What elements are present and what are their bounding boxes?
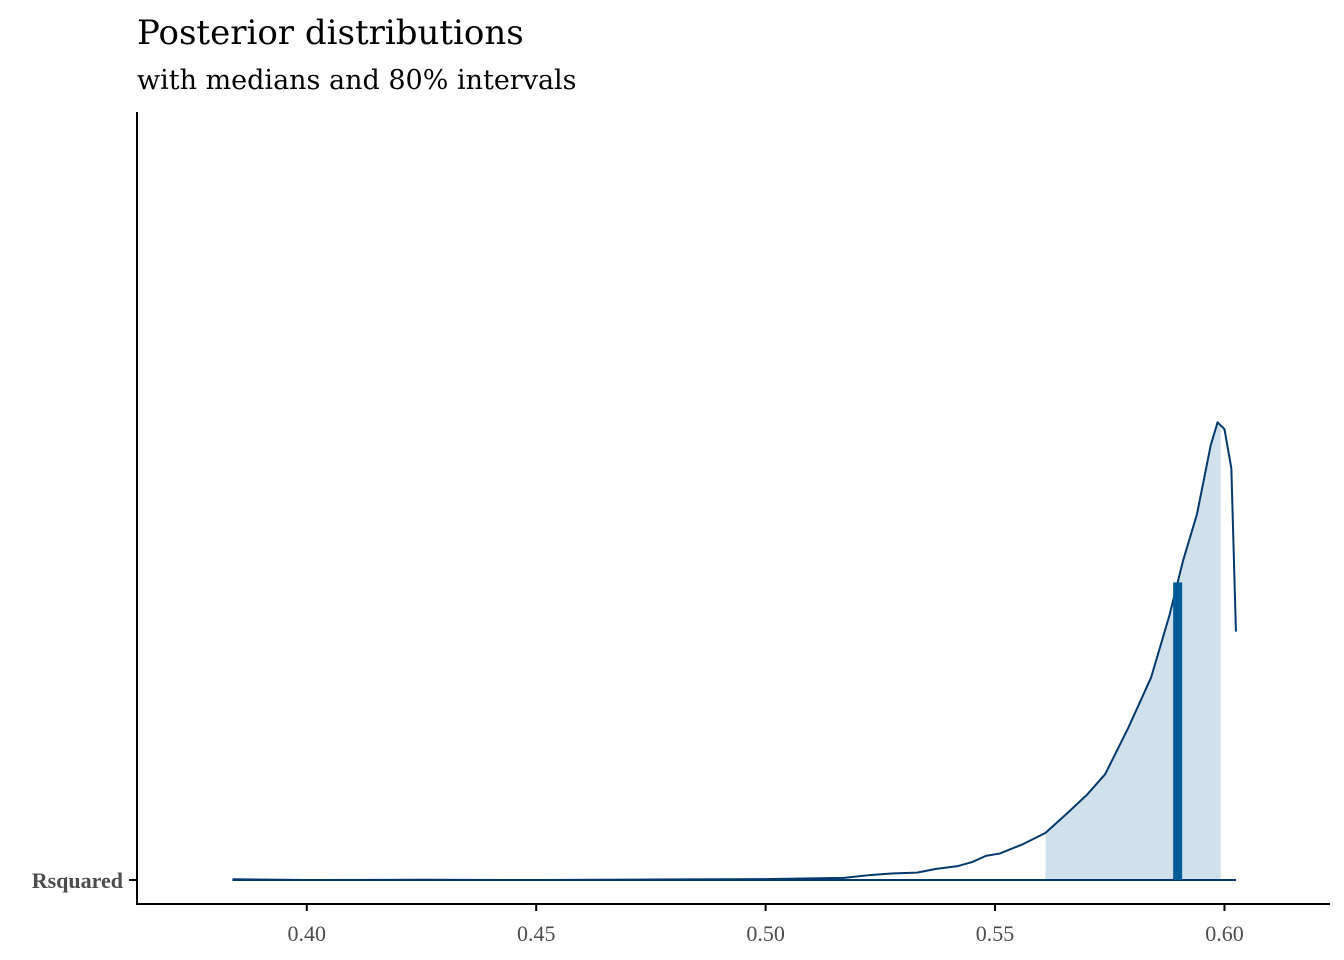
chart-title: Posterior distributions [137, 13, 524, 53]
x-tick-label: 0.50 [746, 921, 785, 946]
interval-80-area [1045, 422, 1221, 880]
plot-area: 0.40 0.45 0.50 0.55 0.60 Rsquared [32, 112, 1330, 946]
x-tick-label: 0.40 [288, 921, 327, 946]
chart-subtitle: with medians and 80% intervals [137, 65, 577, 96]
y-category-label: Rsquared [32, 868, 123, 893]
x-tick-label: 0.45 [517, 921, 556, 946]
x-tick-label: 0.55 [976, 921, 1015, 946]
density-curve [232, 421, 1237, 881]
x-tick-label: 0.60 [1205, 921, 1244, 946]
